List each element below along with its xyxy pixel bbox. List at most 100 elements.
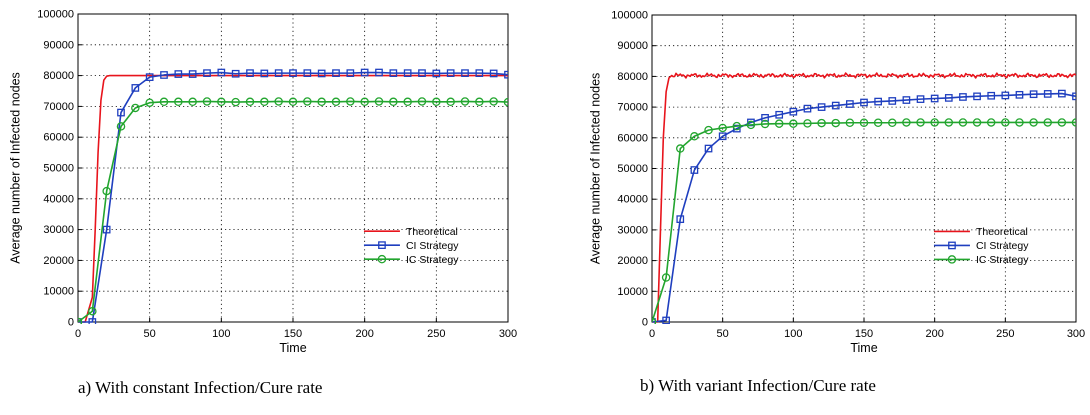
y-tick-label: 50000 <box>617 163 648 175</box>
data-point <box>231 69 240 78</box>
x-tick-label: 0 <box>649 328 655 340</box>
data-point <box>160 71 168 79</box>
data-point <box>461 69 469 77</box>
data-point <box>78 317 83 324</box>
data-point <box>845 118 855 128</box>
data-point <box>475 69 484 77</box>
data-point <box>817 103 826 111</box>
data-point <box>403 97 412 107</box>
data-point <box>704 144 713 153</box>
data-point <box>274 69 283 77</box>
data-point <box>102 186 111 196</box>
data-point <box>174 70 183 78</box>
data-point <box>102 225 111 234</box>
legend-label: CI Strategy <box>406 240 459 252</box>
data-point <box>1071 118 1076 127</box>
data-point <box>360 68 369 77</box>
data-point <box>916 118 925 127</box>
x-tick-label: 250 <box>427 328 445 340</box>
series-ic-strategy <box>78 97 508 324</box>
data-point <box>131 103 140 113</box>
data-point <box>662 316 670 324</box>
data-point <box>403 69 412 77</box>
y-tick-label: 30000 <box>617 224 648 236</box>
data-point <box>831 101 840 110</box>
data-point <box>704 125 713 135</box>
data-point <box>1029 118 1038 127</box>
data-point <box>860 98 868 107</box>
series-line <box>78 71 508 323</box>
y-tick-label: 60000 <box>617 132 648 144</box>
legend-label: Theoretical <box>976 226 1028 238</box>
data-point <box>930 94 939 103</box>
x-axis-label: Time <box>850 341 877 355</box>
data-point <box>317 69 326 78</box>
y-tick-label: 10000 <box>43 286 74 298</box>
data-point <box>389 97 398 107</box>
series-ic-strategy <box>652 118 1076 324</box>
data-point <box>888 97 897 105</box>
data-point <box>817 118 826 128</box>
data-point <box>972 118 982 127</box>
series-theoretical <box>78 74 508 323</box>
data-point <box>718 123 727 133</box>
series-line <box>652 72 1076 323</box>
data-point <box>317 97 326 107</box>
chart-panel-2: 0 10000 20000 30000 40000 50000 60000 70000 8000… <box>588 10 1085 396</box>
data-point <box>761 113 769 122</box>
data-point <box>1043 90 1052 98</box>
y-tick-label: 40000 <box>43 193 74 205</box>
data-point <box>331 97 341 107</box>
x-tick-label: 100 <box>212 328 230 340</box>
data-point <box>789 119 798 128</box>
data-point <box>332 69 340 77</box>
data-point <box>289 69 297 77</box>
data-point <box>374 97 384 106</box>
y-tick-label: 80000 <box>617 71 648 83</box>
data-point <box>718 132 727 141</box>
data-point <box>188 70 197 78</box>
data-point <box>203 69 211 77</box>
data-point <box>503 97 508 107</box>
data-point <box>231 97 240 107</box>
data-point <box>732 121 742 131</box>
legend-marker <box>948 241 956 250</box>
x-axis-label: Time <box>279 341 306 355</box>
data-point <box>1001 91 1010 100</box>
data-point <box>260 69 269 78</box>
data-point <box>288 97 298 107</box>
data-point <box>202 97 212 106</box>
data-point <box>775 110 784 119</box>
series-line <box>78 100 508 323</box>
legend-marker <box>377 254 387 264</box>
data-point <box>489 97 498 106</box>
legend: Theoretical CI Strategy IC Strategy <box>363 226 459 266</box>
data-point <box>188 97 197 107</box>
data-point <box>88 306 97 316</box>
legend-label: Theoretical <box>406 226 458 238</box>
data-point <box>803 104 812 113</box>
data-point <box>973 92 981 101</box>
data-point <box>375 68 383 77</box>
y-tick-label: 20000 <box>43 255 74 267</box>
data-point <box>944 118 954 127</box>
x-tick-label: 50 <box>144 328 156 340</box>
series-theoretical <box>652 72 1076 323</box>
data-point <box>145 73 154 81</box>
data-point <box>260 97 269 107</box>
legend-label: IC Strategy <box>406 254 459 266</box>
legend-label: CI Strategy <box>976 240 1029 252</box>
y-tick-label: 90000 <box>43 39 74 51</box>
data-point <box>446 69 455 77</box>
data-point <box>174 97 183 107</box>
data-point <box>846 100 854 108</box>
x-tick-label: 300 <box>1067 328 1085 340</box>
x-tick-label: 150 <box>855 328 873 340</box>
data-point <box>1001 118 1010 127</box>
y-axis-label: Average number of Infected nodes <box>8 72 22 264</box>
data-point <box>460 97 470 106</box>
y-tick-label: 70000 <box>43 101 74 113</box>
x-tick-label: 50 <box>717 328 729 340</box>
series-ci-strategy <box>652 89 1076 324</box>
data-point <box>489 69 498 78</box>
